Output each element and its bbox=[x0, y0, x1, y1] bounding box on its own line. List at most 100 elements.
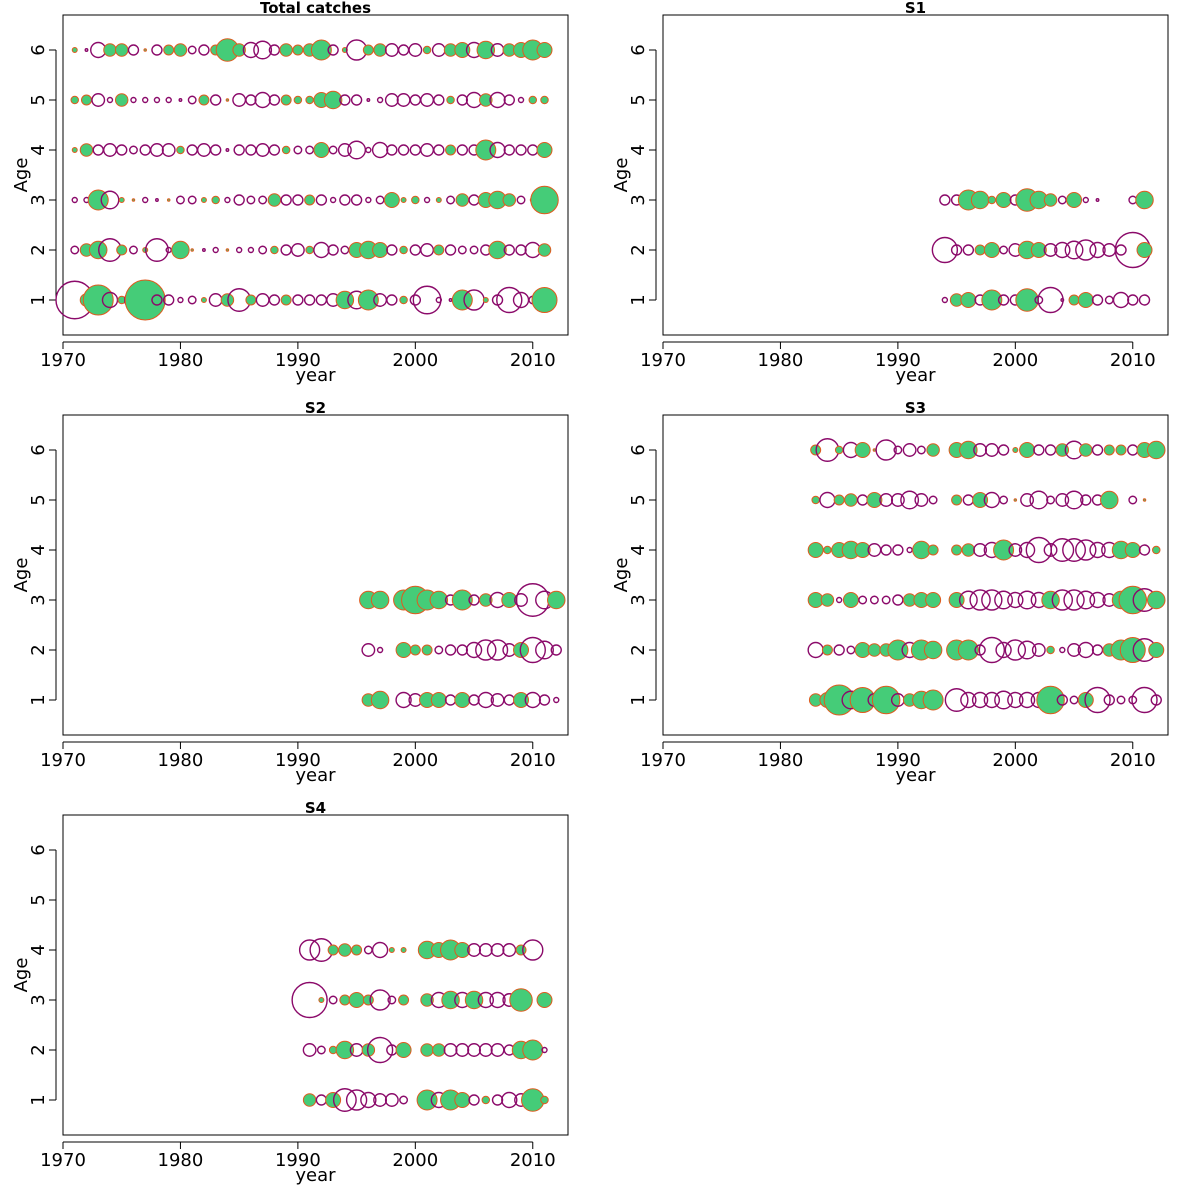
bubble-positive bbox=[338, 943, 352, 957]
bubble-negative bbox=[514, 593, 528, 607]
bubble-negative bbox=[340, 245, 350, 255]
bubble-negative bbox=[1089, 241, 1106, 259]
bubble-negative bbox=[1007, 691, 1024, 709]
bubble-negative bbox=[893, 445, 903, 455]
bubble-negative bbox=[350, 94, 363, 106]
bubble-negative bbox=[290, 243, 305, 257]
bubble-negative bbox=[366, 1036, 394, 1064]
bubble-negative bbox=[161, 143, 176, 157]
bubble-negative bbox=[1077, 641, 1094, 659]
bubble-positive bbox=[970, 190, 990, 210]
bubble-positive bbox=[1030, 242, 1047, 258]
bubble-layer bbox=[931, 188, 1154, 314]
bubble-negative bbox=[1029, 490, 1049, 510]
x-axis-title: year bbox=[295, 365, 336, 386]
panel-s3: S3 1970 1980 1990 2000 2010 year 1 2 3 4 5 6 Age bbox=[611, 399, 1169, 786]
bubble-negative bbox=[997, 294, 1010, 306]
y-axis: 1 2 3 4 5 6 Age bbox=[11, 444, 57, 706]
bubble-negative bbox=[298, 939, 321, 961]
bubble-positive bbox=[441, 990, 460, 1010]
bubble-negative bbox=[1084, 686, 1111, 714]
bubble-negative bbox=[928, 495, 938, 505]
bubble-positive bbox=[71, 47, 78, 53]
bubble-positive bbox=[842, 592, 859, 608]
bubble-negative bbox=[846, 645, 856, 655]
bubble-positive bbox=[1013, 498, 1018, 502]
bubble-positive bbox=[305, 245, 314, 255]
bubble-positive bbox=[395, 642, 412, 658]
y-tick-label: 4 bbox=[28, 544, 49, 555]
bubble-positive bbox=[432, 1043, 446, 1057]
bubble-positive bbox=[972, 492, 989, 508]
bubble-positive bbox=[280, 94, 292, 106]
bubble-positive bbox=[430, 692, 447, 708]
bubble-positive bbox=[280, 294, 292, 306]
bubble-negative bbox=[371, 941, 389, 959]
bubble-negative bbox=[994, 590, 1014, 610]
bubble-positive bbox=[200, 297, 207, 303]
bubble-negative bbox=[420, 243, 435, 257]
bubble-positive bbox=[370, 590, 390, 610]
bubble-positive bbox=[318, 997, 325, 1003]
bubble-positive bbox=[1152, 545, 1161, 555]
bubble-negative bbox=[939, 194, 951, 206]
x-axis-title: year bbox=[295, 765, 336, 786]
bubble-negative bbox=[92, 144, 104, 156]
bubble-positive bbox=[372, 242, 389, 258]
bubble-positive bbox=[927, 544, 939, 556]
y-tick-label: 6 bbox=[28, 844, 49, 855]
bubble-negative bbox=[1075, 539, 1097, 561]
bubble-positive bbox=[807, 542, 824, 558]
panel-title: S3 bbox=[905, 399, 926, 417]
bubble-positive bbox=[400, 197, 407, 203]
bubble-negative bbox=[890, 493, 905, 507]
panel-s4: S4 1970 1980 1990 2000 2010 year 1 2 3 4 5 6 Age bbox=[11, 799, 569, 1186]
bubble-positive bbox=[422, 45, 432, 55]
y-tick-label: 3 bbox=[628, 594, 649, 605]
bubble-negative bbox=[960, 691, 977, 709]
bubble-negative bbox=[71, 196, 78, 204]
bubble-positive bbox=[1046, 645, 1055, 655]
y-tick-label: 2 bbox=[628, 644, 649, 655]
bubble-negative bbox=[177, 296, 184, 304]
bubble-negative bbox=[201, 248, 206, 252]
bubble-positive bbox=[166, 198, 171, 202]
bubble-negative bbox=[501, 1091, 518, 1109]
bubble-negative bbox=[384, 1093, 399, 1107]
bubble-negative bbox=[386, 144, 398, 156]
bubble-negative bbox=[175, 195, 185, 205]
x-tick-label: 1970 bbox=[40, 350, 86, 371]
bubble-positive bbox=[959, 440, 978, 460]
bubble-negative bbox=[1082, 196, 1089, 204]
bubble-negative bbox=[516, 195, 526, 205]
bubble-negative bbox=[209, 144, 222, 156]
bubble-negative bbox=[399, 1095, 409, 1105]
bubble-positive bbox=[435, 197, 442, 203]
bubble-positive bbox=[960, 292, 977, 308]
bubble-negative bbox=[1112, 291, 1130, 309]
bubble-negative bbox=[165, 96, 172, 104]
bubble-negative bbox=[127, 44, 140, 56]
bubble-positive bbox=[305, 95, 314, 105]
bubble-positive bbox=[327, 944, 339, 956]
bubble-negative bbox=[1076, 590, 1096, 610]
y-axis: 1 2 3 4 5 6 Age bbox=[611, 444, 657, 706]
bubble-negative bbox=[858, 595, 868, 605]
bubble-negative bbox=[1091, 644, 1104, 656]
bubble-negative bbox=[1115, 244, 1127, 256]
bubble-negative bbox=[361, 643, 376, 657]
bubble-positive bbox=[124, 279, 166, 321]
bubble-positive bbox=[540, 1095, 549, 1105]
y-tick-label: 4 bbox=[28, 944, 49, 955]
bubble-negative bbox=[490, 1043, 505, 1057]
bubble-negative bbox=[339, 94, 351, 106]
bubble-positive bbox=[1019, 442, 1036, 458]
y-tick-label: 1 bbox=[628, 694, 649, 705]
bubble-negative bbox=[962, 244, 975, 256]
bubble-negative bbox=[1037, 286, 1064, 314]
x-tick-label: 1970 bbox=[40, 1150, 86, 1171]
bubble-positive bbox=[383, 192, 400, 208]
bubble-positive bbox=[1142, 498, 1147, 502]
bubble-positive bbox=[820, 593, 835, 607]
bubble-negative bbox=[332, 1088, 357, 1112]
